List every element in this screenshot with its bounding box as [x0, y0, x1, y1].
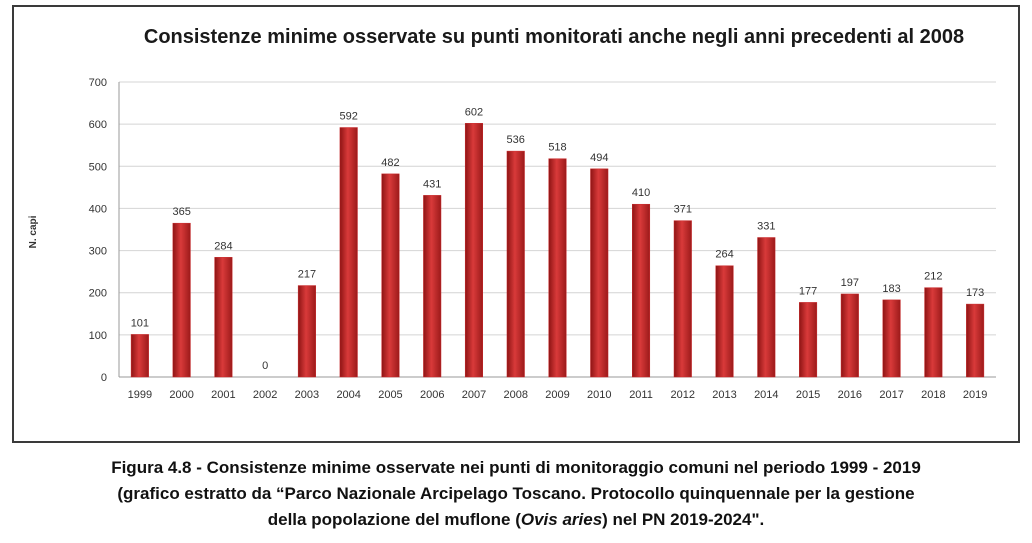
x-tick-label-2003: 2003 — [295, 389, 319, 401]
y-tick-label: 400 — [89, 203, 107, 215]
bar-2007 — [464, 123, 483, 378]
bar-2012 — [673, 220, 692, 378]
data-label-2012: 371 — [674, 204, 692, 216]
bar-2009 — [548, 158, 567, 378]
data-label-2010: 494 — [590, 152, 608, 164]
x-tick-label-2004: 2004 — [336, 389, 360, 401]
bar-2000 — [172, 222, 191, 378]
bar-2011 — [632, 203, 651, 378]
x-tick-label-2014: 2014 — [754, 389, 778, 401]
x-tick-label-2005: 2005 — [378, 389, 402, 401]
data-label-2005: 482 — [381, 157, 399, 169]
bar-2003 — [297, 285, 316, 378]
y-tick-label: 600 — [89, 119, 107, 131]
caption-line-1: Figura 4.8 - Consistenze minime osservat… — [111, 458, 921, 477]
bar-2006 — [423, 195, 442, 378]
bar-2014 — [757, 237, 776, 378]
data-label-2018: 212 — [924, 271, 942, 283]
y-tick-label: 200 — [89, 288, 107, 300]
data-label-2016: 197 — [841, 277, 859, 289]
x-tick-label-2006: 2006 — [420, 389, 444, 401]
x-tick-label-2015: 2015 — [796, 389, 820, 401]
data-label-2015: 177 — [799, 285, 817, 297]
y-tick-label: 100 — [89, 330, 107, 342]
y-tick-label: 500 — [89, 161, 107, 173]
x-tick-label-2013: 2013 — [712, 389, 736, 401]
data-label-2004: 592 — [340, 111, 358, 123]
bar-2019 — [966, 303, 985, 378]
bar-2005 — [381, 173, 400, 378]
y-axis-label: N. capi — [28, 215, 39, 248]
x-tick-label-2016: 2016 — [838, 389, 862, 401]
x-tick-label-1999: 1999 — [128, 389, 152, 401]
x-tick-label-2017: 2017 — [879, 389, 903, 401]
data-label-2006: 431 — [423, 178, 441, 190]
x-tick-label-2007: 2007 — [462, 389, 486, 401]
x-tick-label-2019: 2019 — [963, 389, 987, 401]
x-tick-label-2001: 2001 — [211, 389, 235, 401]
bar-2001 — [214, 257, 233, 378]
bar-2018 — [924, 287, 943, 378]
chart-frame: Consistenze minime osservate su punti mo… — [12, 5, 1020, 443]
figure-caption: Figura 4.8 - Consistenze minime osservat… — [0, 455, 1032, 533]
bar-2017 — [882, 299, 901, 378]
y-tick-label: 700 — [89, 77, 107, 89]
x-tick-label-2009: 2009 — [545, 389, 569, 401]
x-tick-label-2008: 2008 — [503, 389, 527, 401]
caption-line-2: (grafico estratto da “Parco Nazionale Ar… — [117, 484, 915, 503]
x-tick-label-2002: 2002 — [253, 389, 277, 401]
data-label-2014: 331 — [757, 221, 775, 233]
x-tick-label-2011: 2011 — [629, 389, 653, 401]
data-label-2002: 0 — [262, 360, 268, 372]
y-tick-label: 300 — [89, 246, 107, 258]
bar-2008 — [506, 150, 525, 378]
bar-2013 — [715, 265, 734, 378]
data-label-2007: 602 — [465, 106, 483, 118]
data-label-1999: 101 — [131, 317, 149, 329]
data-label-2009: 518 — [548, 142, 566, 154]
caption-line-3-end: ) nel PN 2019-2024". — [602, 510, 765, 529]
chart-title: Consistenze minime osservate su punti mo… — [144, 26, 964, 48]
x-tick-label-2010: 2010 — [587, 389, 611, 401]
data-label-2013: 264 — [715, 249, 733, 261]
bar-2015 — [799, 302, 818, 378]
bar-2010 — [590, 168, 609, 378]
x-tick-label-2000: 2000 — [169, 389, 193, 401]
bar-chart: Consistenze minime osservate su punti mo… — [28, 26, 996, 401]
data-label-2008: 536 — [507, 134, 525, 146]
bar-1999 — [130, 334, 149, 378]
caption-line-3-start: della popolazione del muflone ( — [267, 510, 521, 529]
data-label-2019: 173 — [966, 287, 984, 299]
bar-2004 — [339, 127, 358, 378]
x-tick-label-2018: 2018 — [921, 389, 945, 401]
caption-line-3: della popolazione del muflone (Ovis arie… — [0, 507, 1032, 533]
y-tick-label: 0 — [101, 372, 107, 384]
caption-species-name: Ovis aries — [520, 510, 603, 529]
data-label-2017: 183 — [882, 283, 900, 295]
data-label-2000: 365 — [172, 206, 190, 218]
data-label-2001: 284 — [214, 240, 232, 252]
bar-2016 — [840, 293, 859, 378]
x-tick-label-2012: 2012 — [671, 389, 695, 401]
data-label-2011: 410 — [632, 187, 650, 199]
data-label-2003: 217 — [298, 269, 316, 281]
